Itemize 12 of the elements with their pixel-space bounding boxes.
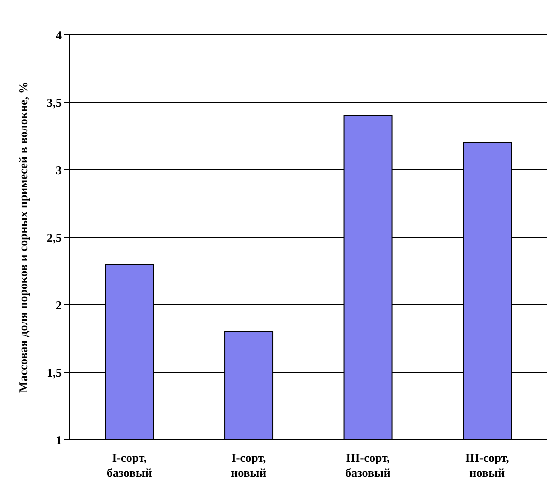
y-tick-label: 3 [56, 163, 62, 178]
y-tick-label: 2 [56, 298, 62, 312]
x-tick-label: III-сорт, новый [465, 451, 510, 480]
y-tick-label: 1 [56, 433, 62, 448]
y-tick-label: 4 [56, 28, 62, 42]
y-tick-label: 3,5 [47, 96, 62, 110]
y-tick-label: 2,5 [47, 230, 62, 245]
x-tick-label: I-сорт, новый [231, 451, 267, 480]
x-tick-label: I-сорт, базовый [107, 451, 152, 480]
y-tick-label: 1,5 [47, 366, 62, 380]
y-axis-title: Массовая доля пороков и сорных примесей в волокне, % [16, 82, 30, 393]
x-tick-label: III-сорт, базовый [346, 451, 391, 480]
